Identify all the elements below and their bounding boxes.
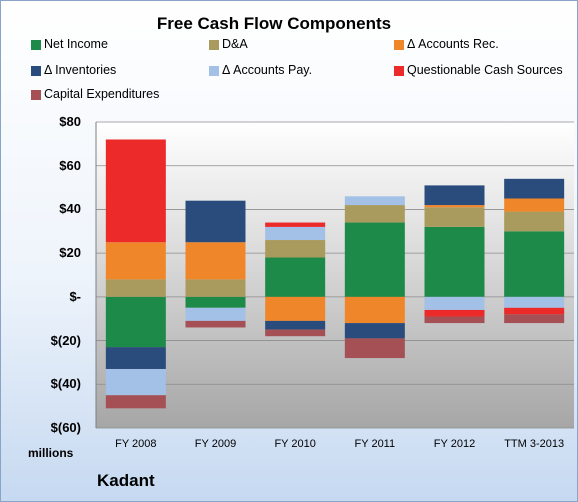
plot-area: [96, 122, 574, 428]
legend-label: Net Income: [44, 37, 108, 51]
y-tick-label: $20: [59, 245, 81, 261]
bar-segment: [424, 296, 485, 310]
bar-segment: [344, 338, 405, 359]
bar-segment: [504, 296, 565, 308]
bar-segment: [265, 320, 326, 330]
legend-swatch: [31, 90, 41, 100]
bar-segment: [185, 279, 246, 297]
x-tick-label: TTM 3-2013: [504, 438, 565, 450]
bar-segment: [105, 296, 166, 348]
y-tick-label: $80: [59, 114, 81, 129]
x-tick-label: FY 2009: [194, 438, 237, 450]
bar-segment: [185, 320, 246, 328]
chart-title: Free Cash Flow Components: [156, 14, 392, 33]
units-label: millions: [28, 446, 74, 460]
bar-segment: [504, 198, 565, 212]
bar-segment: [105, 395, 166, 409]
y-tick-label: $-: [69, 288, 81, 304]
legend-label: Questionable Cash Sources: [407, 63, 563, 77]
x-tick-label: FY 2010: [274, 438, 316, 450]
bar-segment: [344, 296, 405, 324]
x-tick-label: FY 2012: [433, 438, 476, 450]
bar-segment: [185, 296, 246, 308]
bar-segment: [105, 139, 166, 243]
legend-swatch: [394, 66, 404, 76]
bar-segment: [424, 309, 485, 317]
y-tick-label: $40: [59, 201, 81, 217]
legend-swatch: [31, 40, 41, 50]
bar-segment: [424, 207, 485, 227]
bar-segment: [265, 240, 326, 258]
legend-label: D&A: [222, 37, 248, 51]
bar-segment: [105, 242, 166, 280]
bar-segment: [504, 314, 565, 324]
company-name: Kadant: [97, 471, 155, 490]
bar-segment: [265, 222, 326, 227]
bar-segment: [504, 307, 565, 315]
x-tick-label: FY 2008: [115, 438, 157, 450]
legend-label: Δ Inventories: [44, 63, 117, 77]
bar-segment: [185, 200, 246, 243]
bar-segment: [424, 316, 485, 324]
bar-segment: [344, 196, 405, 206]
legend-swatch: [31, 66, 41, 76]
bar-segment: [105, 279, 166, 297]
y-tick-label: $(40): [50, 376, 81, 392]
legend-swatch: [209, 66, 219, 76]
x-tick-label: FY 2011: [354, 438, 396, 450]
bar-segment: [504, 211, 565, 232]
bar-segment: [424, 185, 485, 206]
bar-segment: [344, 205, 405, 223]
y-tick-label: $(60): [50, 420, 81, 435]
bar-segment: [265, 329, 326, 337]
bar-segment: [424, 205, 485, 208]
bar-segment: [504, 231, 565, 297]
bar-segment: [265, 296, 326, 321]
bar-segment: [424, 226, 485, 297]
legend-label: Δ Accounts Pay.: [222, 63, 313, 77]
bar-segment: [105, 347, 166, 369]
bar-segment: [504, 178, 565, 199]
bar-segment: [105, 368, 166, 396]
y-tick-label: $(20): [50, 332, 81, 348]
legend-swatch: [209, 40, 219, 50]
bar-segment: [344, 222, 405, 297]
bar-segment: [185, 242, 246, 280]
y-tick-label: $60: [59, 157, 81, 173]
bar-segment: [185, 307, 246, 321]
bar-segment: [265, 226, 326, 241]
legend-label: Capital Expenditures: [44, 87, 160, 101]
bar-segment: [344, 323, 405, 339]
legend-swatch: [394, 40, 404, 50]
bar-segment: [265, 257, 326, 297]
legend-label: Δ Accounts Rec.: [407, 37, 499, 51]
